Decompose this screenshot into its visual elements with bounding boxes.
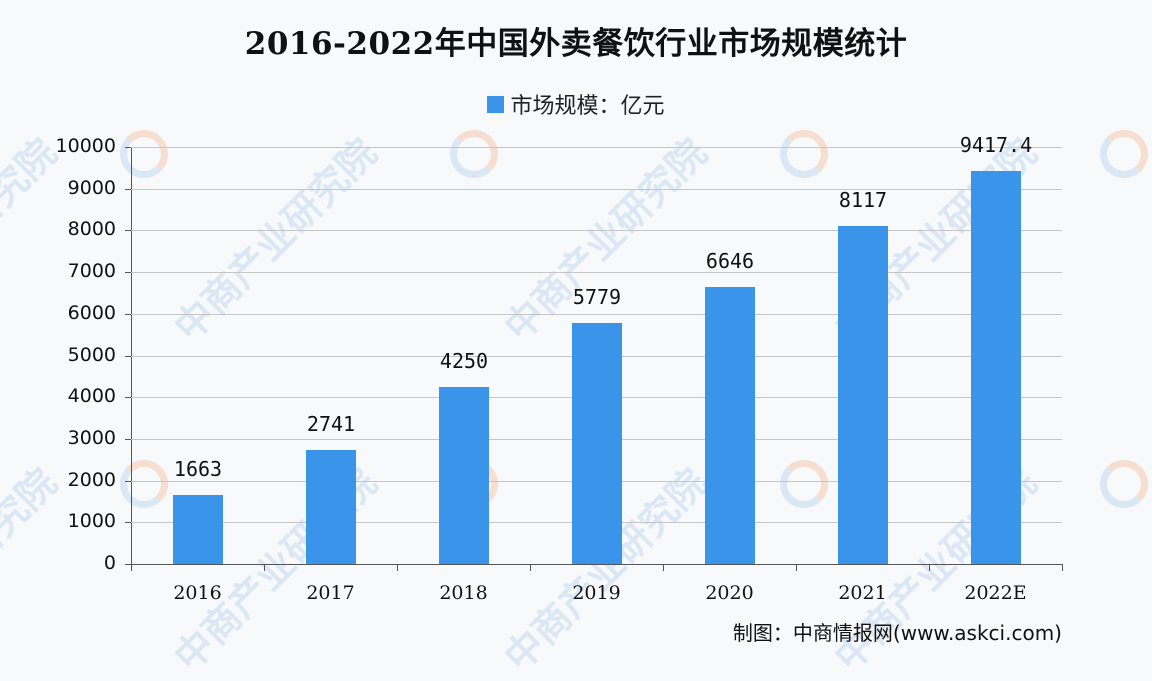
y-tick-label: 1000	[67, 510, 116, 532]
y-tick-label: 0	[103, 552, 116, 574]
bar-value-label: 9417.4	[959, 133, 1033, 157]
watermark-text: 中商产业研究院	[1145, 460, 1152, 680]
chart-title: 2016-2022年中国外卖餐饮行业市场规模统计	[244, 26, 908, 62]
y-tick-label: 3000	[67, 427, 116, 449]
gridline	[131, 314, 1062, 315]
x-tick-mark	[796, 564, 797, 571]
gridline	[131, 272, 1062, 273]
x-tick-label: 2017	[306, 582, 355, 604]
y-tick-label: 6000	[67, 302, 116, 324]
bar-value-label: 4250	[439, 349, 489, 373]
y-tick-mark	[125, 397, 131, 398]
x-tick-mark	[929, 564, 930, 571]
y-tick-mark	[125, 356, 131, 357]
watermark-logo-icon	[1100, 460, 1148, 508]
watermark-logo-icon	[780, 130, 828, 178]
x-tick-label: 2020	[705, 582, 754, 604]
bar-2018	[439, 387, 489, 564]
y-tick-label: 10000	[55, 135, 116, 157]
bar-value-label: 2741	[306, 412, 356, 436]
bar-2021	[838, 226, 888, 564]
gridline	[131, 189, 1062, 190]
x-tick-mark	[264, 564, 265, 571]
watermark-logo-icon	[120, 130, 168, 178]
bar-2016	[173, 495, 223, 564]
y-tick-mark	[125, 314, 131, 315]
bar-value-label: 6646	[705, 249, 755, 273]
x-tick-label: 2022E	[964, 582, 1027, 604]
y-axis	[131, 147, 132, 570]
y-tick-label: 9000	[67, 177, 116, 199]
y-tick-mark	[125, 439, 131, 440]
x-tick-label: 2016	[173, 582, 222, 604]
bar-2019	[572, 323, 622, 564]
source-credit: 制图：中商情报网(www.askci.com)	[732, 621, 1062, 645]
x-tick-mark	[131, 564, 132, 571]
legend-label: 市场规模：亿元	[510, 94, 665, 119]
x-tick-label: 2019	[572, 582, 621, 604]
x-tick-label: 2021	[838, 582, 887, 604]
y-tick-mark	[125, 189, 131, 190]
y-tick-mark	[125, 564, 131, 565]
bar-2020	[705, 287, 755, 564]
y-tick-label: 2000	[67, 469, 116, 491]
watermark-logo-icon	[450, 130, 498, 178]
x-tick-mark	[530, 564, 531, 571]
x-tick-label: 2018	[439, 582, 488, 604]
gridline	[131, 230, 1062, 231]
y-tick-mark	[125, 272, 131, 273]
bar-2022E	[971, 171, 1021, 564]
y-tick-label: 4000	[67, 385, 116, 407]
legend: 市场规模：亿元	[0, 88, 1152, 120]
chart-container: 中商产业研究院 中商产业研究院 中商产业研究院 中商产业研究院 中商产业研究院 中商产业研…	[0, 26, 1152, 680]
bar-value-label: 5779	[572, 285, 622, 309]
bar-2017	[306, 450, 356, 564]
y-tick-mark	[125, 147, 131, 148]
watermark-text: 中商产业研究院	[495, 130, 716, 350]
bar-value-label: 8117	[838, 188, 888, 212]
x-tick-mark	[663, 564, 664, 571]
legend-swatch-icon	[487, 95, 505, 113]
watermark-text: 中商产业研究院	[1145, 130, 1152, 350]
y-tick-label: 5000	[67, 344, 116, 366]
watermark-text: 中商产业研究院	[165, 130, 386, 350]
gridline	[131, 147, 1062, 148]
y-tick-label: 8000	[67, 218, 116, 240]
y-tick-mark	[125, 522, 131, 523]
y-tick-mark	[125, 481, 131, 482]
bar-value-label: 1663	[173, 457, 223, 481]
x-tick-mark	[397, 564, 398, 571]
watermark-logo-icon	[780, 460, 828, 508]
y-tick-mark	[125, 230, 131, 231]
x-axis	[125, 564, 1062, 565]
y-tick-label: 7000	[67, 260, 116, 282]
x-tick-mark	[1062, 564, 1063, 571]
watermark-logo-icon	[1100, 130, 1148, 178]
